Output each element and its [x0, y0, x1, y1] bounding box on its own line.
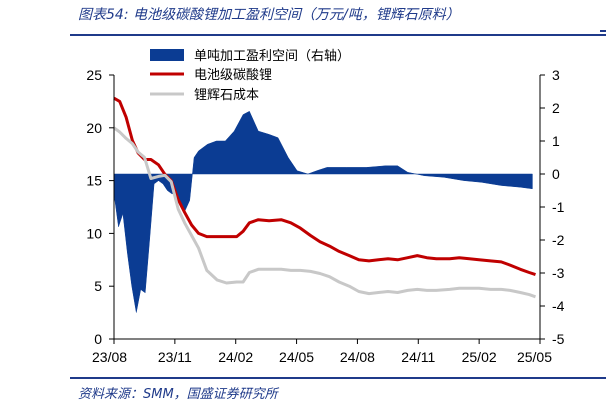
right-axis-tick-label: -3	[552, 265, 565, 281]
left-axis-tick-label: 20	[86, 120, 102, 136]
x-axis-tick-label: 23/08	[92, 349, 127, 365]
x-axis-tick-label: 24/11	[401, 349, 435, 365]
right-axis-tick-label: -2	[552, 232, 565, 248]
right-axis-tick-label: 1	[552, 133, 560, 149]
profit-area-layer	[113, 110, 533, 313]
right-axis-tick-label: -4	[552, 298, 565, 314]
right-axis-tick-label: 0	[552, 166, 560, 182]
left-axis-tick-label: 5	[94, 278, 102, 294]
left-axis-tick-label: 15	[86, 173, 102, 189]
figure-title: 图表54: 电池级碳酸锂加工盈利空间（万元/吨，锂辉石原料）	[78, 7, 460, 23]
left-axis-tick-label: 0	[94, 331, 102, 347]
left-axis-tick-label: 10	[86, 225, 102, 241]
legend-swatch-profit	[150, 49, 184, 61]
series-profit-area	[113, 110, 533, 313]
right-axis-tick-label: 3	[552, 67, 560, 83]
x-axis-tick-label: 24/02	[218, 349, 253, 365]
left-axis-tick-label: 25	[86, 67, 102, 83]
right-axis-tick-label: 2	[552, 100, 560, 116]
legend-label-lithium: 电池级碳酸锂	[194, 68, 272, 83]
legend-label-spodumene: 锂辉石成本	[194, 88, 259, 103]
x-axis-tick-label: 24/05	[279, 349, 314, 365]
legend-label-profit: 单吨加工盈利空间（右轴）	[194, 49, 350, 64]
right-axis-tick-label: -5	[552, 331, 565, 347]
x-axis-tick-label: 23/11	[158, 349, 192, 365]
line-layer	[113, 96, 536, 299]
top-rule	[70, 34, 606, 36]
right-axis-tick-label: -1	[552, 199, 565, 215]
x-axis-tick-label: 25/05	[517, 349, 552, 365]
x-axis-tick-label: 24/08	[340, 349, 375, 365]
bottom-rule	[70, 377, 606, 379]
chart: 0 5 10 15 20 25 -5 -4 -3 -2 -1 0 1 2 3 23/08 23/11 24/02 2…	[86, 49, 565, 365]
series-spodumene-cost-line	[113, 126, 536, 299]
source-note: 资料来源：SMM，国盛证券研究所	[78, 387, 278, 402]
top-rule-end	[600, 30, 606, 32]
x-axis-tick-label: 25/02	[462, 349, 497, 365]
legend: 单吨加工盈利空间（右轴） 电池级碳酸锂 锂辉石成本	[150, 49, 350, 103]
axis-layer: 0 5 10 15 20 25 -5 -4 -3 -2 -1 0 1 2 3 23/08 23/11 24/02 2…	[86, 67, 564, 365]
